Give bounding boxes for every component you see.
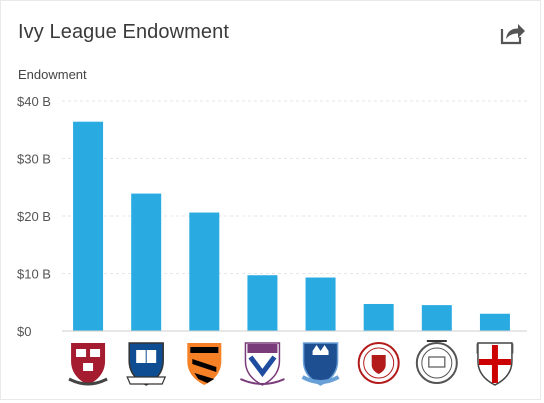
harvard-logo (68, 343, 108, 386)
bar-columbia[interactable] (305, 277, 336, 331)
y-tick-label: $0 (17, 324, 31, 339)
share-arrow-icon (500, 24, 525, 45)
y-tick-labels: $0 $10 B $20 B $30 B $40 B (17, 94, 51, 339)
y-tick-label: $20 B (17, 209, 51, 224)
brown-logo (476, 342, 514, 386)
bar-yale[interactable] (131, 193, 162, 331)
bar-brown[interactable] (479, 313, 510, 331)
yale-logo (126, 342, 167, 386)
bar-penn[interactable] (247, 275, 278, 331)
penn-logo (240, 342, 285, 386)
y-tick-label: $40 B (17, 94, 51, 109)
bar-princeton[interactable] (189, 212, 220, 331)
y-tick-label: $30 B (17, 152, 51, 167)
princeton-logo (187, 343, 222, 385)
bars (73, 121, 510, 331)
bar-dartmouth[interactable] (421, 305, 452, 331)
y-axis-title: Endowment (18, 67, 87, 82)
chart-title: Ivy League Endowment (18, 21, 230, 43)
x-category-logos (68, 340, 514, 386)
bar-harvard[interactable] (73, 121, 104, 331)
share-button[interactable] (499, 20, 527, 46)
columbia-logo (301, 342, 340, 386)
bar-cornell[interactable] (363, 303, 394, 331)
dartmouth-logo (415, 340, 458, 384)
y-tick-label: $10 B (17, 267, 51, 282)
cornell-logo (357, 342, 400, 384)
